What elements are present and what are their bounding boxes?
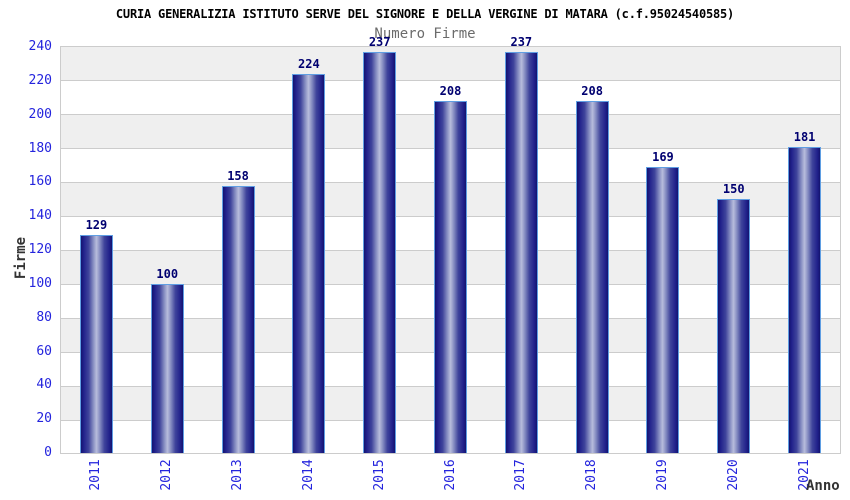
y-tick-label-200: 200: [28, 106, 52, 122]
x-tick-label-2019: 2019: [654, 459, 670, 491]
y-tick-label-160: 160: [28, 174, 52, 190]
plot-area: 129 100 158 224 237 208 237 208 169 150 181: [60, 36, 841, 454]
bar-value-label-2021: 181: [793, 129, 816, 144]
x-tick-label-2018: 2018: [584, 459, 600, 491]
bar-2016: [434, 101, 467, 453]
y-tick-label-100: 100: [28, 275, 52, 291]
bar-2021: [788, 146, 822, 453]
x-axis-title: Anno: [806, 478, 840, 494]
bar-value-label-2014: 224: [298, 57, 320, 72]
bar-2015: [363, 52, 397, 453]
bar-value-label-2011: 129: [85, 217, 108, 232]
x-tick-label-2013: 2013: [230, 459, 246, 491]
bar-2017: [504, 52, 538, 453]
y-tick-label-180: 180: [28, 140, 52, 156]
y-tick-label-140: 140: [28, 208, 52, 224]
chart-subtitle: Numero Firme: [374, 26, 476, 42]
bar-value-label-2016: 208: [439, 84, 462, 99]
x-tick-label-2014: 2014: [300, 459, 316, 491]
y-tick-label-60: 60: [36, 343, 52, 359]
y-tick-label-20: 20: [36, 411, 52, 427]
y-tick-label-0: 0: [44, 445, 52, 460]
bar-2014: [292, 74, 326, 453]
bar-value-label-2013: 158: [227, 168, 249, 183]
x-tick-label-2015: 2015: [371, 459, 387, 491]
bar-2020: [717, 199, 751, 453]
x-tick-label-2011: 2011: [88, 459, 104, 491]
bar-2012: [150, 283, 184, 453]
y-tick-label-40: 40: [36, 377, 52, 393]
bar-value-label-2019: 169: [652, 150, 674, 165]
bar-2011: [79, 234, 113, 453]
bar-2018: [575, 101, 609, 453]
y-tick-label-240: 240: [28, 39, 52, 54]
y-tick-label-120: 120: [28, 242, 52, 257]
y-tick-label-80: 80: [36, 309, 52, 325]
x-tick-label-2012: 2012: [159, 459, 175, 491]
x-tick-label-2020: 2020: [725, 459, 741, 491]
bar-value-label-2018: 208: [581, 84, 603, 99]
x-tick-label-2016: 2016: [442, 459, 458, 491]
chart-title: CURIA GENERALIZIA ISTITUTO SERVE DEL SIG…: [115, 7, 735, 21]
bar-value-label-2012: 100: [156, 266, 179, 281]
x-tick-label-2017: 2017: [513, 459, 529, 491]
bar-value-label-2015: 237: [368, 35, 391, 50]
bar-value-label-2017: 237: [510, 35, 533, 50]
bar-2019: [646, 167, 680, 453]
bar-2013: [221, 185, 255, 453]
y-tick-label-220: 220: [28, 72, 52, 88]
bar-value-label-2020: 150: [722, 182, 745, 197]
